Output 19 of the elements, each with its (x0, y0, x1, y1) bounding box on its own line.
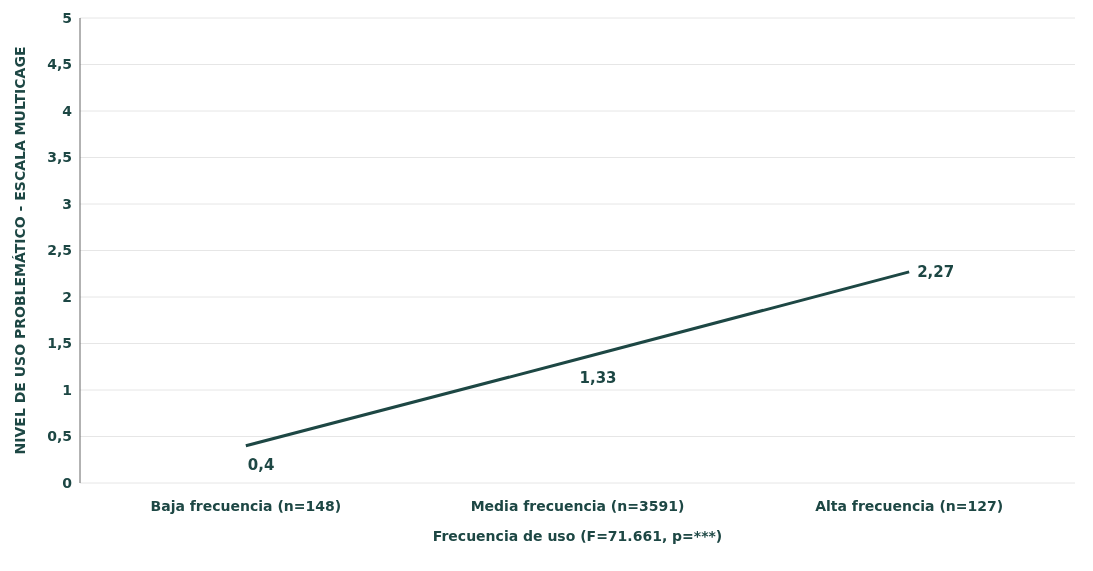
x-tick-label: Media frecuencia (n=3591) (470, 497, 685, 514)
x-tick-label: Alta frecuencia (n=127) (815, 497, 1004, 514)
x-axis-title: Frecuencia de uso (F=71.661, p=***) (432, 528, 723, 544)
y-tick-label: 2 (62, 288, 72, 305)
y-tick-label: 4,5 (47, 56, 72, 73)
y-tick-label: 5 (62, 9, 72, 26)
y-tick-label: 4 (62, 102, 73, 119)
data-label: 1,33 (579, 369, 617, 388)
y-tick-label: 2,5 (47, 242, 72, 259)
y-tick-label: 3,5 (47, 149, 72, 166)
y-tick-label: 0,5 (47, 428, 72, 445)
y-axis-title: NIVEL DE USO PROBLEMÁTICO - ESCALA MULTICAGE (11, 46, 28, 455)
x-tick-label: Baja frecuencia (n=148) (150, 497, 342, 514)
y-tick-label: 1,5 (47, 335, 72, 352)
y-tick-label: 0 (62, 474, 73, 491)
y-tick-label: 1 (62, 381, 72, 398)
y-tick-label: 3 (62, 195, 72, 212)
data-label: 0,4 (247, 455, 275, 474)
data-label: 2,27 (917, 262, 955, 281)
